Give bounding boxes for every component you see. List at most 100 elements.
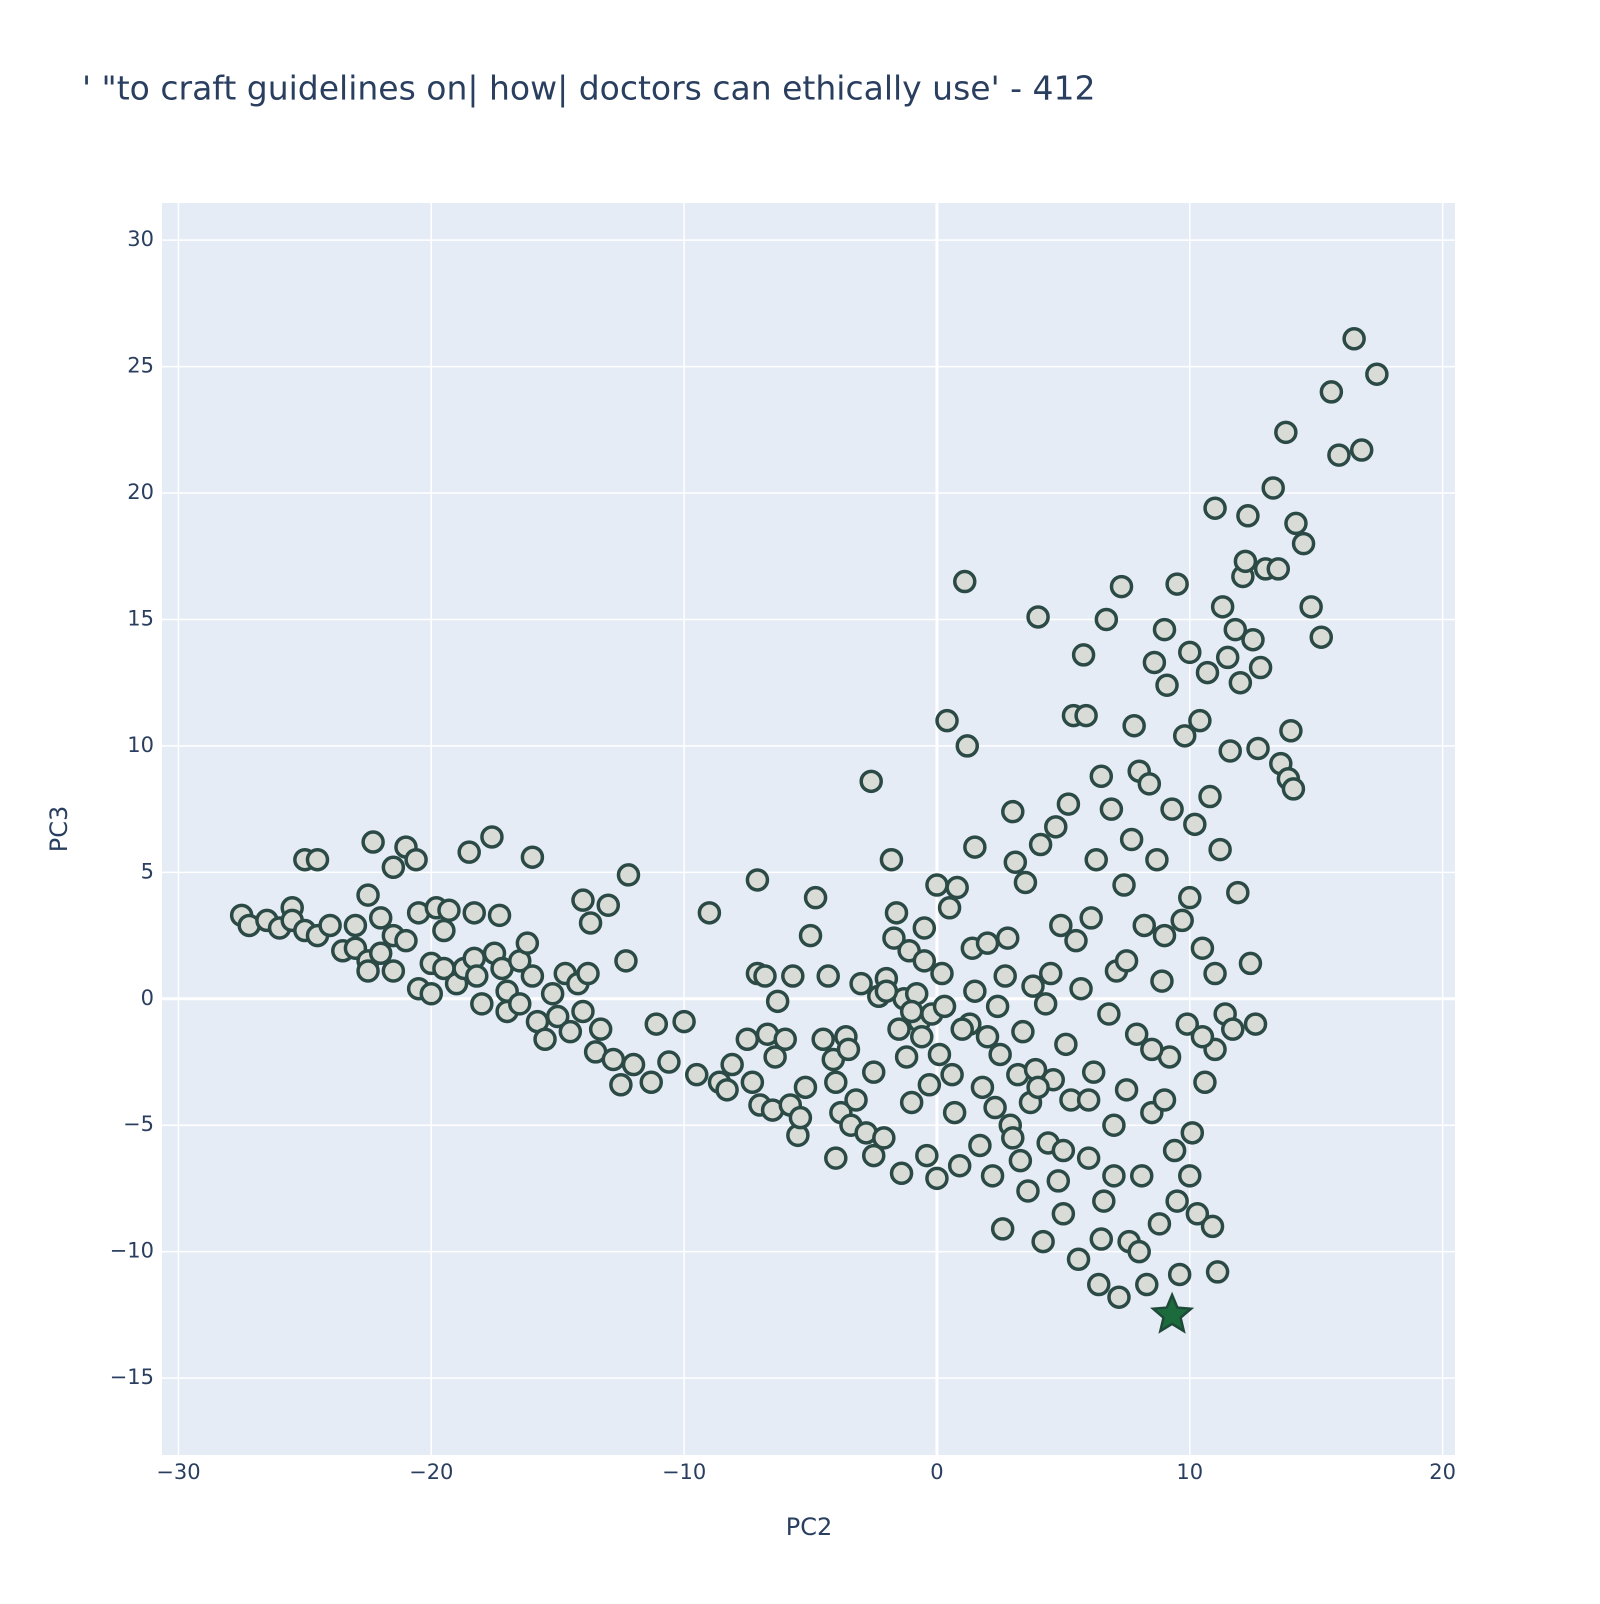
point: [975, 931, 1000, 955]
point: [968, 1133, 992, 1158]
point: [1291, 531, 1316, 556]
point: [305, 847, 330, 872]
y-tick-label: 20: [127, 480, 154, 504]
point: [990, 1217, 1015, 1241]
point: [596, 893, 621, 917]
point: [1135, 1272, 1159, 1297]
point: [1051, 1138, 1076, 1163]
point: [1013, 870, 1038, 895]
point: [1076, 1146, 1101, 1170]
y-tick-label: 30: [127, 227, 154, 251]
point: [1309, 625, 1334, 649]
point: [1003, 850, 1028, 875]
point: [672, 1009, 696, 1034]
point: [745, 868, 770, 892]
point: [381, 855, 406, 880]
point: [1137, 772, 1162, 796]
x-tick-label: 20: [1429, 1460, 1456, 1484]
point: [487, 903, 512, 928]
point: [872, 1126, 896, 1150]
point: [432, 918, 456, 943]
point: [356, 959, 380, 983]
point: [1109, 574, 1134, 599]
point: [1145, 847, 1169, 872]
point: [1188, 708, 1212, 733]
point: [940, 1062, 964, 1087]
point: [765, 989, 790, 1014]
point: [1099, 797, 1124, 821]
point: [882, 926, 906, 950]
point: [910, 1024, 934, 1049]
point: [1112, 873, 1136, 897]
point: [1185, 1202, 1210, 1226]
point: [1028, 832, 1053, 857]
point: [1365, 362, 1389, 386]
point: [917, 1073, 942, 1097]
point: [1221, 1017, 1245, 1041]
point: [955, 734, 980, 758]
point: [1178, 885, 1202, 910]
point: [1198, 784, 1222, 809]
point: [735, 1027, 760, 1052]
point: [1160, 797, 1184, 821]
point: [588, 1017, 613, 1041]
point: [985, 994, 1010, 1019]
point: [1064, 928, 1088, 953]
point: [1102, 1113, 1126, 1137]
point: [824, 1070, 848, 1095]
point: [1051, 1202, 1076, 1226]
point: [1218, 739, 1242, 763]
point: [811, 1027, 835, 1052]
point: [899, 1090, 924, 1115]
point: [1049, 913, 1073, 938]
point: [1223, 617, 1248, 642]
point: [793, 1075, 818, 1100]
point: [614, 949, 638, 973]
highlight-point: [1150, 1291, 1195, 1334]
point: [1241, 627, 1265, 652]
point: [1033, 992, 1058, 1016]
x-tick-label: 10: [1176, 1460, 1203, 1484]
point: [925, 1166, 949, 1191]
point: [1274, 420, 1298, 445]
point: [684, 1062, 709, 1087]
point: [1001, 799, 1025, 824]
point: [1178, 1164, 1202, 1188]
point: [1165, 1189, 1189, 1213]
point: [1102, 1164, 1126, 1188]
point: [715, 1078, 739, 1102]
point: [879, 847, 904, 872]
point: [947, 1153, 972, 1178]
point: [394, 928, 418, 953]
point: [1200, 1214, 1225, 1239]
point: [1349, 438, 1374, 462]
point: [816, 964, 840, 988]
point: [824, 1146, 848, 1170]
point: [1129, 1164, 1154, 1188]
point: [621, 1052, 646, 1077]
point: [462, 901, 487, 925]
point: [404, 847, 428, 872]
point: [803, 885, 828, 910]
point: [773, 1027, 797, 1052]
point: [470, 992, 494, 1016]
point: [419, 982, 444, 1006]
point: [1127, 1239, 1151, 1264]
point: [1327, 443, 1351, 467]
point: [1210, 595, 1235, 619]
y-tick-label: 25: [127, 354, 154, 378]
point: [740, 1070, 765, 1095]
x-tick-label: −10: [662, 1460, 706, 1484]
point: [571, 888, 595, 912]
y-axis-label: PC3: [45, 806, 73, 853]
point: [616, 863, 641, 887]
point: [1021, 974, 1045, 998]
point: [1248, 655, 1273, 680]
point: [1281, 777, 1306, 801]
point: [657, 1050, 681, 1074]
point: [912, 916, 937, 940]
x-tick-label: 0: [930, 1460, 943, 1484]
point: [894, 1045, 919, 1069]
point: [1238, 951, 1263, 976]
point: [1044, 815, 1068, 839]
